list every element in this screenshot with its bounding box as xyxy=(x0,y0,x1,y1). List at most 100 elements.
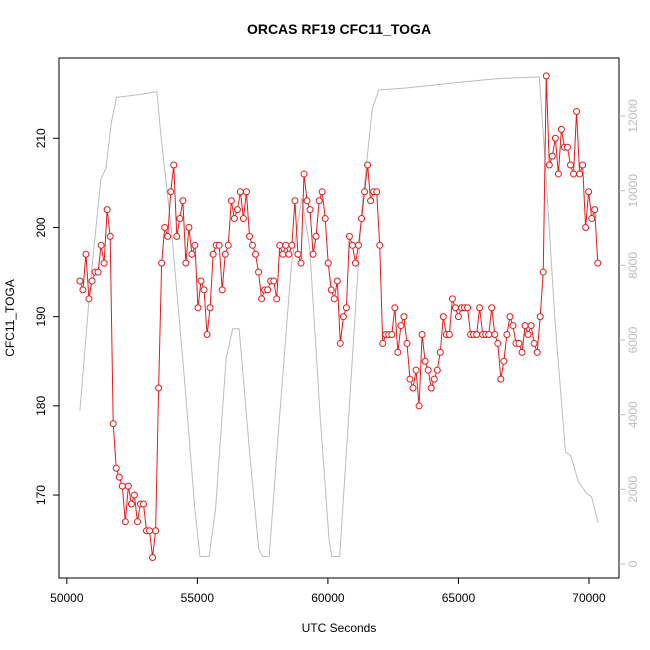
point xyxy=(361,188,369,196)
point xyxy=(94,268,102,276)
point xyxy=(391,304,399,312)
y-tick-label: 180 xyxy=(34,396,48,416)
point xyxy=(79,286,87,294)
point xyxy=(576,170,584,178)
point xyxy=(327,286,335,294)
point xyxy=(85,295,93,303)
point xyxy=(476,304,484,312)
point xyxy=(121,518,129,526)
point xyxy=(527,322,535,330)
point xyxy=(433,366,441,374)
point xyxy=(109,420,117,428)
point xyxy=(418,331,426,339)
y2-tick-label: 8000 xyxy=(626,252,640,279)
point xyxy=(133,518,141,526)
point xyxy=(191,241,199,249)
point xyxy=(563,143,571,151)
point xyxy=(506,313,514,321)
point xyxy=(406,375,414,383)
point xyxy=(179,197,187,205)
point xyxy=(152,527,160,535)
point xyxy=(464,304,472,312)
y-axis-label: CFC11_TOGA xyxy=(3,279,17,357)
point xyxy=(249,241,257,249)
y-tick-label: 190 xyxy=(34,306,48,326)
point xyxy=(279,250,287,258)
point xyxy=(185,223,193,231)
point xyxy=(100,259,108,267)
point xyxy=(497,375,505,383)
point xyxy=(585,188,593,196)
point xyxy=(588,215,596,223)
point xyxy=(530,339,538,347)
point xyxy=(270,277,278,285)
point xyxy=(551,134,559,142)
point xyxy=(127,500,135,508)
point xyxy=(348,241,356,249)
point xyxy=(342,304,350,312)
point xyxy=(218,286,226,294)
point xyxy=(239,215,247,223)
point xyxy=(345,232,353,240)
point xyxy=(503,331,511,339)
point xyxy=(124,482,132,490)
point xyxy=(557,125,565,133)
point xyxy=(400,313,408,321)
point xyxy=(403,339,411,347)
y2-tick-label: 10000 xyxy=(626,174,640,208)
plot-frame xyxy=(58,57,620,579)
point xyxy=(412,366,420,374)
point xyxy=(473,331,481,339)
point xyxy=(364,161,372,169)
point xyxy=(488,304,496,312)
point xyxy=(376,241,384,249)
point xyxy=(291,197,299,205)
point xyxy=(427,384,435,392)
point xyxy=(88,277,96,285)
point xyxy=(252,250,260,258)
point xyxy=(82,250,90,258)
point xyxy=(315,197,323,205)
point xyxy=(591,206,599,214)
point xyxy=(388,331,396,339)
point xyxy=(521,322,529,330)
point xyxy=(161,223,169,231)
point xyxy=(200,286,208,294)
point xyxy=(227,197,235,205)
point xyxy=(130,491,138,499)
point xyxy=(324,259,332,267)
point xyxy=(415,402,423,410)
point xyxy=(351,259,359,267)
point xyxy=(182,259,190,267)
point xyxy=(215,241,223,249)
y2-tick-label: 6000 xyxy=(626,326,640,353)
point xyxy=(394,348,402,356)
point xyxy=(285,250,293,258)
point xyxy=(282,241,290,249)
point xyxy=(273,295,281,303)
point xyxy=(485,331,493,339)
point xyxy=(321,215,329,223)
point xyxy=(288,241,296,249)
y-tick-label: 170 xyxy=(34,485,48,505)
point xyxy=(221,250,229,258)
point xyxy=(539,268,547,276)
point xyxy=(548,152,556,160)
point xyxy=(245,232,253,240)
point xyxy=(409,384,417,392)
point xyxy=(330,295,338,303)
point xyxy=(436,348,444,356)
x-tick-label: 60000 xyxy=(311,591,345,605)
point xyxy=(515,339,523,347)
point xyxy=(500,357,508,365)
point xyxy=(579,161,587,169)
point xyxy=(233,206,241,214)
point xyxy=(203,331,211,339)
series-line xyxy=(79,75,599,558)
point xyxy=(542,72,550,80)
x-tick-label: 50000 xyxy=(50,591,84,605)
point xyxy=(379,339,387,347)
point xyxy=(303,197,311,205)
point xyxy=(339,313,347,321)
point xyxy=(297,259,305,267)
